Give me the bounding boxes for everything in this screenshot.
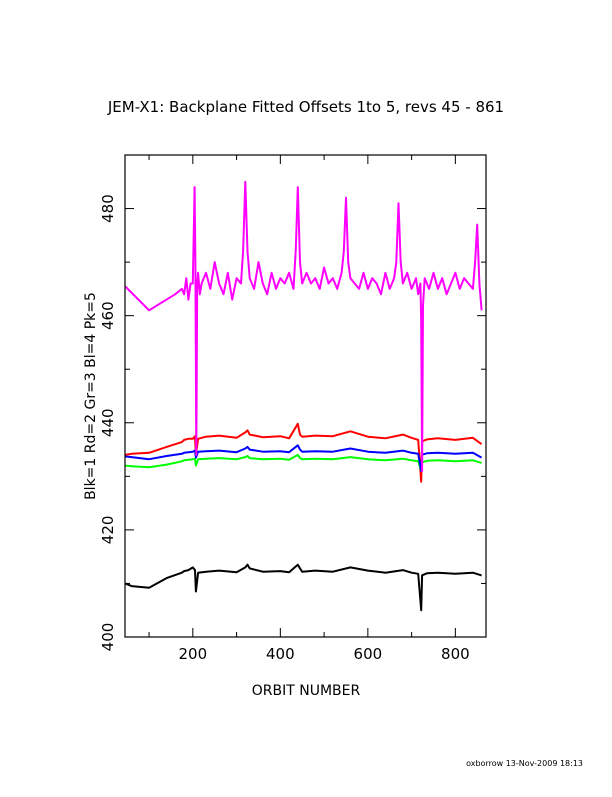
y-tick-label: 460 [99, 301, 117, 330]
footer-credit: oxborrow 13-Nov-2009 18:13 [466, 759, 583, 768]
series-line-3 [124, 453, 482, 472]
y-tick-label: 400 [99, 623, 117, 652]
plot-series [124, 180, 483, 612]
series-line-5 [124, 180, 483, 472]
y-tick-label: 420 [99, 516, 117, 545]
y-tick-label: 440 [99, 408, 117, 437]
x-axis-label: ORBIT NUMBER [252, 683, 361, 699]
plot-frame [124, 154, 487, 638]
x-tick-label: 800 [441, 645, 470, 663]
series-line-4 [124, 444, 483, 472]
y-axis-ticks: 400 420 440 460 480 [99, 154, 486, 652]
x-axis-ticks: 200 400 600 800 [148, 155, 470, 663]
x-tick-label: 200 [179, 645, 208, 663]
x-tick-label: 400 [266, 645, 295, 663]
chart-title: JEM-X1: Backplane Fitted Offsets 1to 5, … [107, 98, 504, 116]
y-tick-label: 480 [99, 194, 117, 223]
x-tick-label: 600 [354, 645, 383, 663]
y-axis-label: Blk=1 Rd=2 Gr=3 Bl=4 Pk=5 [83, 292, 99, 500]
series-line-1 [124, 563, 482, 612]
